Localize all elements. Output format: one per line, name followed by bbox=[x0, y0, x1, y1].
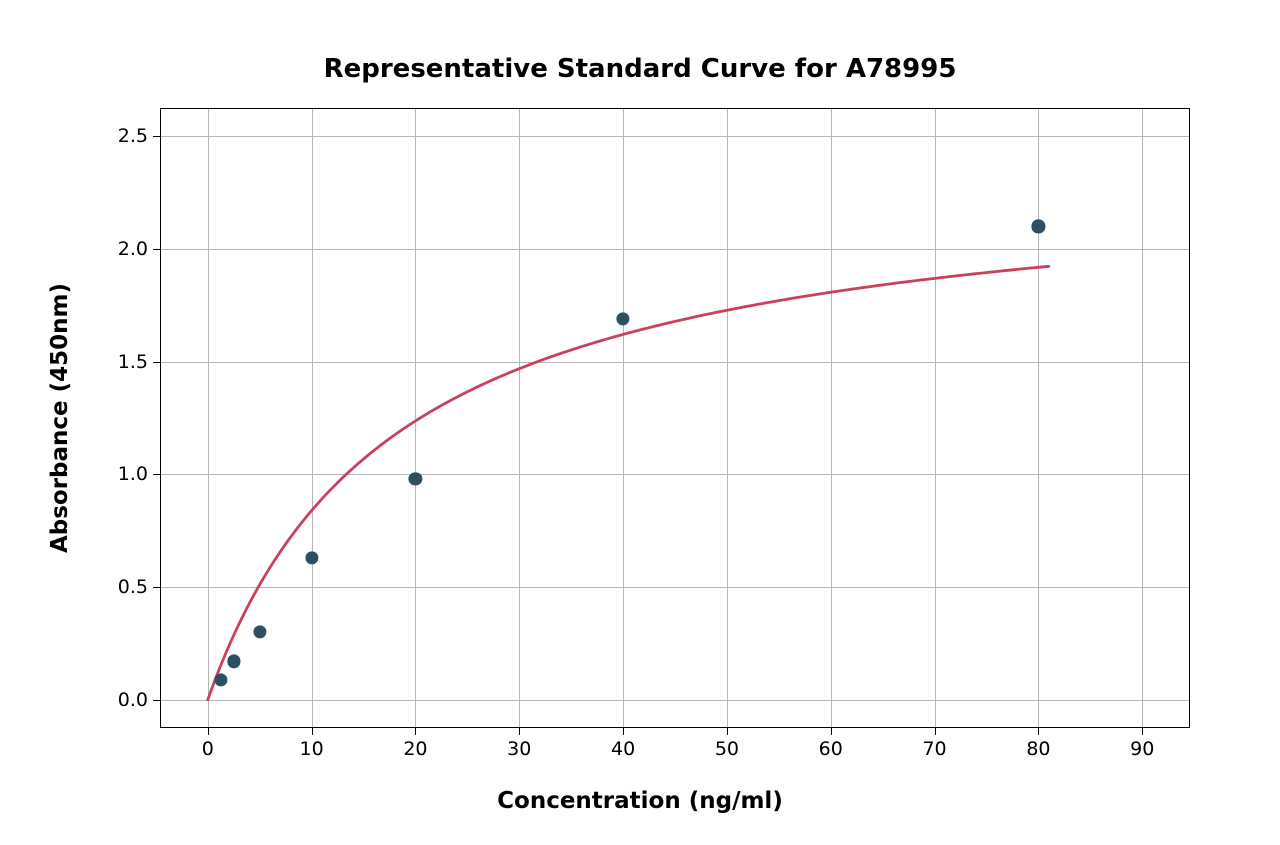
x-tick-label: 90 bbox=[1130, 738, 1154, 760]
y-tick bbox=[153, 700, 160, 701]
x-tick bbox=[312, 728, 313, 735]
x-tick-label: 70 bbox=[922, 738, 946, 760]
x-axis-label: Concentration (ng/ml) bbox=[0, 788, 1280, 814]
x-tick bbox=[1142, 728, 1143, 735]
y-tick-label: 2.5 bbox=[118, 125, 148, 147]
x-tick-label: 0 bbox=[202, 738, 214, 760]
chart-title: Representative Standard Curve for A78995 bbox=[0, 54, 1280, 84]
y-axis-label: Absorbance (450nm) bbox=[47, 283, 73, 553]
x-tick-label: 60 bbox=[819, 738, 843, 760]
y-tick bbox=[153, 362, 160, 363]
x-tick-label: 10 bbox=[299, 738, 323, 760]
x-tick-label: 40 bbox=[611, 738, 635, 760]
x-tick bbox=[831, 728, 832, 735]
fitted-curve bbox=[160, 108, 1190, 728]
x-tick bbox=[727, 728, 728, 735]
x-tick bbox=[1038, 728, 1039, 735]
x-tick bbox=[935, 728, 936, 735]
x-tick-label: 50 bbox=[715, 738, 739, 760]
plot-area: 01020304050607080900.00.51.01.52.02.5 bbox=[160, 108, 1190, 728]
figure: Representative Standard Curve for A78995… bbox=[0, 0, 1280, 845]
y-tick-label: 1.0 bbox=[118, 463, 148, 485]
y-tick-label: 0.5 bbox=[118, 576, 148, 598]
x-tick bbox=[415, 728, 416, 735]
y-tick bbox=[153, 136, 160, 137]
x-tick-label: 20 bbox=[403, 738, 427, 760]
y-tick-label: 0.0 bbox=[118, 689, 148, 711]
x-tick-label: 30 bbox=[507, 738, 531, 760]
y-tick-label: 2.0 bbox=[118, 238, 148, 260]
y-tick bbox=[153, 474, 160, 475]
x-tick bbox=[623, 728, 624, 735]
x-tick-label: 80 bbox=[1026, 738, 1050, 760]
x-tick bbox=[208, 728, 209, 735]
y-tick bbox=[153, 587, 160, 588]
y-tick-label: 1.5 bbox=[118, 351, 148, 373]
y-tick bbox=[153, 249, 160, 250]
x-tick bbox=[519, 728, 520, 735]
